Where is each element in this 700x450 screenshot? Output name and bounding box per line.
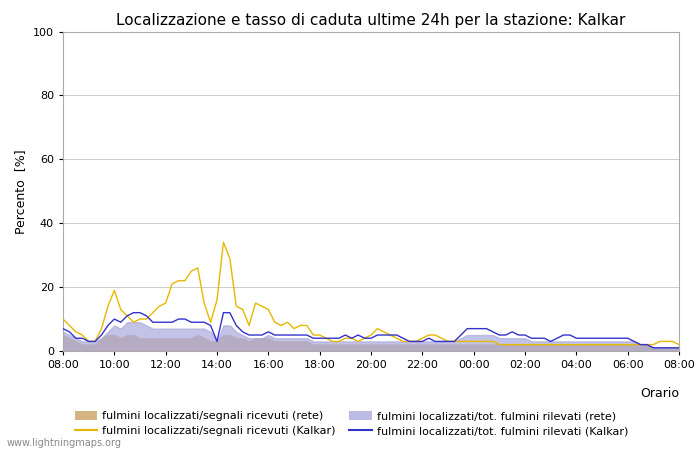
Y-axis label: Percento  [%]: Percento [%]: [15, 149, 27, 234]
Text: Orario: Orario: [640, 387, 679, 400]
Title: Localizzazione e tasso di caduta ultime 24h per la stazione: Kalkar: Localizzazione e tasso di caduta ultime …: [116, 13, 626, 27]
Text: www.lightningmaps.org: www.lightningmaps.org: [7, 438, 122, 448]
Legend: fulmini localizzati/segnali ricevuti (rete), fulmini localizzati/segnali ricevut: fulmini localizzati/segnali ricevuti (re…: [75, 411, 629, 436]
